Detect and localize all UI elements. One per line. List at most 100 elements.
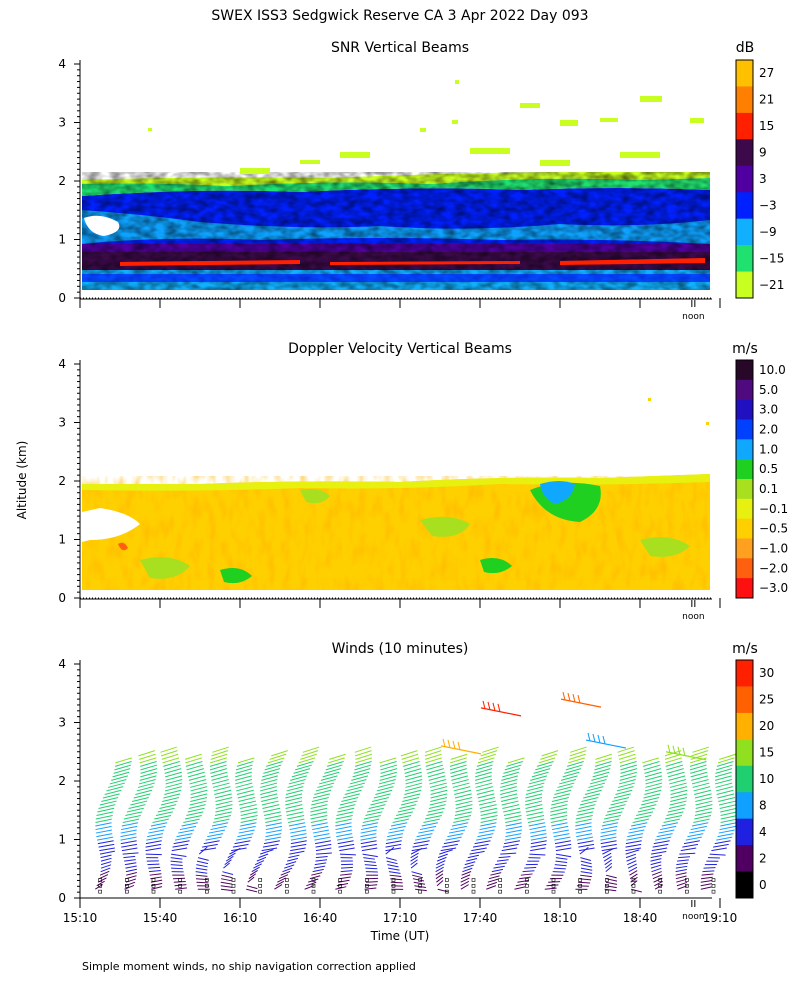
doppler-sparse-2 [706,422,709,425]
wind-barb [651,871,662,876]
wind-profile [120,750,158,894]
wind-barb [151,886,163,890]
colorbar-label: 25 [759,693,774,707]
wind-barb [700,883,713,887]
wind-barb [694,789,712,795]
wind-barb [411,871,423,876]
wind-barb [472,843,489,848]
wind-barb [656,833,673,838]
wind-barb [502,843,519,848]
wind-barb [628,829,645,834]
wind-barb [335,829,352,834]
wind-profile [460,746,499,894]
calm-marker [258,889,262,894]
wind-barb [214,814,232,820]
wind-barb [595,757,612,764]
wind-barb [525,789,543,795]
wind-barb [288,818,305,824]
wind-barb [491,868,504,873]
wind-barb [560,698,602,708]
wind-barb [113,768,131,774]
wind-barb [447,833,464,838]
wind-barb [290,843,307,848]
wind-barb [315,855,328,859]
wind-barb [364,864,377,867]
wind-barb [122,852,139,855]
wind-barb [353,768,371,774]
wind-barb [185,757,203,764]
wind-barb [675,875,687,880]
wind-barb [215,804,233,809]
wind-barb [232,843,249,848]
wind-barb [435,866,444,873]
wind-barb [262,843,279,848]
wind-barb [480,707,522,717]
wind-barb [386,836,403,841]
wind-barb [96,811,114,817]
wind-barb [580,867,593,871]
wind-barb [676,862,688,866]
wind-barb [130,800,148,806]
calm-marker [525,878,529,882]
wind-barb [296,760,314,767]
wind-barb [700,879,713,883]
wind-barb [175,887,187,890]
wind-barb [163,793,181,799]
wind-barb-flag [677,746,681,755]
wind-barb [261,847,278,852]
wind-barb [616,786,634,792]
wind-barb [667,807,685,813]
wind-barb [240,807,258,813]
wind-barb [577,840,594,845]
wind-barb [717,757,735,764]
wind-barb [200,847,217,852]
snr-panel: SNR Vertical Beams dB [79,40,754,300]
wind-barb [124,859,136,862]
wind-barb [427,768,444,774]
wind-barb [256,856,267,862]
colorbar-label: −15 [759,251,784,265]
calm-marker [658,883,662,888]
wind-barb [575,829,592,834]
wind-barb [348,782,366,788]
wind-barb [670,789,688,795]
snr-white-gap [84,215,120,236]
y-tick-label: 0 [58,891,66,905]
wind-barb [95,825,112,831]
wind-barb [474,775,492,781]
wind-barb [677,885,688,890]
calm-marker [125,889,129,894]
wind-barb [709,853,726,856]
wind-barb [361,847,378,852]
noon-label: noon [682,912,704,922]
colorbar-swatch [736,660,753,687]
wind-barb [644,771,662,778]
wind-barb [628,866,638,873]
colorbar-label: 3 [759,172,767,186]
calm-marker [418,878,422,882]
wind-barb [360,829,377,834]
wind-barb [426,811,444,817]
wind-barb [114,760,132,767]
wind-barb [451,822,469,827]
wind-barb [689,764,707,771]
wind-barb [122,818,140,824]
wind-barb [184,814,202,820]
wind-barb [284,864,295,869]
wind-barb [505,822,522,827]
wind-barb [214,789,232,795]
doppler-red-spot [118,542,128,551]
wind-barb [695,796,713,802]
wind-barb [650,861,662,866]
colorbar-swatch [736,439,753,460]
wind-barb [363,814,381,820]
wind-barb [548,881,561,883]
wind-barb [335,825,352,831]
wind-barb [504,814,522,820]
wind-barb [460,880,470,887]
wind-barb [559,778,577,785]
wind-barb [145,843,162,848]
wind-barb [424,753,442,760]
wind-profile [335,746,372,894]
colorbar-label: 0.1 [759,482,778,496]
